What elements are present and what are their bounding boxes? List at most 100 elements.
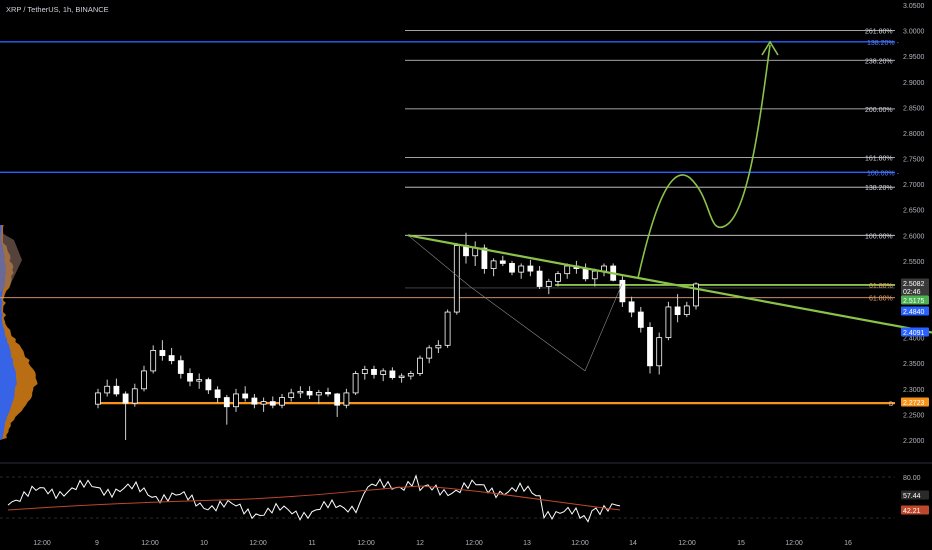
candle-body (510, 263, 515, 272)
candle-body (353, 373, 358, 392)
candle-body (427, 348, 432, 358)
price-tick-label: 2.9500 (903, 54, 925, 61)
candle-body (197, 380, 202, 382)
candles (96, 233, 699, 440)
time-tick-label: 12 (416, 540, 424, 547)
candle-body (344, 393, 349, 405)
price-tick-label: 3.0500 (903, 3, 925, 10)
price-tick-label: 2.6500 (903, 208, 925, 215)
price-tick-label: 2.2500 (903, 412, 925, 419)
time-tick-label: 10 (200, 540, 208, 547)
orange-fib-label: 61.80% (869, 296, 893, 303)
candle-body (556, 274, 561, 282)
candle-body (132, 389, 137, 403)
candle-body (243, 394, 248, 398)
time-tick-label: 14 (629, 540, 637, 547)
price-tick-label: 2.5500 (903, 259, 925, 266)
time-tick-label: 12:00 (357, 540, 375, 547)
candle-body (261, 402, 266, 405)
price-tick-label: 2.8000 (903, 131, 925, 138)
candle-body (537, 271, 542, 286)
time-tick-label: 9 (95, 540, 99, 547)
candle-body (500, 261, 505, 264)
candle-body (252, 398, 257, 404)
candle-body (151, 350, 156, 370)
candle-body (123, 394, 128, 403)
candle-body (684, 306, 689, 315)
candle-body (298, 391, 303, 393)
candle-body (142, 371, 147, 389)
candle-body (592, 271, 597, 279)
candle-body (528, 266, 533, 271)
candle-body (105, 386, 110, 393)
rsi-line (8, 476, 620, 522)
rsi-badge-text: 42.21 (903, 508, 921, 515)
candle-body (188, 373, 193, 381)
time-tick-label: 12:00 (678, 540, 696, 547)
candle-body (326, 392, 331, 394)
candle-body (316, 392, 321, 395)
green-fib-label: 61.80% (869, 283, 893, 290)
candle-body (583, 269, 588, 279)
price-tick-label: 2.3500 (903, 361, 925, 368)
price-badge-text: 2.5175 (903, 298, 925, 305)
time-tick-label: 15 (737, 540, 745, 547)
candle-body (270, 402, 275, 406)
candle-body (454, 246, 459, 313)
price-tick-label: 2.7500 (903, 157, 925, 164)
candle-body (620, 280, 625, 301)
time-tick-label: 12:00 (141, 540, 159, 547)
candle-body (96, 393, 101, 404)
time-tick-label: 12:00 (785, 540, 803, 547)
time-tick-label: 12:00 (249, 540, 267, 547)
candle-body (215, 390, 220, 398)
price-badge-text: 2.4840 (903, 309, 925, 316)
volume-profile (0, 225, 38, 440)
blue-level-label: 138.20% - (867, 40, 900, 47)
fib-level-label: 238.20% (865, 58, 893, 65)
time-tick-label: 12:00 (571, 540, 589, 547)
fib-level-label: 261.80% (865, 29, 893, 36)
candle-body (491, 261, 496, 269)
candle-body (482, 248, 487, 268)
candle-body (418, 358, 423, 373)
candle-body (372, 369, 377, 374)
candle-body (362, 369, 367, 373)
candle-body (648, 327, 653, 365)
candle-body (381, 371, 386, 375)
price-tick-label: 3.0000 (903, 29, 925, 36)
price-tick-label: 2.2000 (903, 438, 925, 445)
candle-body (694, 284, 699, 306)
candle-body (234, 394, 239, 407)
fib-level-label: 161.80% (865, 156, 893, 163)
price-tick-label: 2.6000 (903, 233, 925, 240)
candle-body (565, 266, 570, 274)
candle-body (307, 391, 312, 395)
candle-body (224, 398, 229, 407)
support-level-tag: D (889, 402, 894, 408)
candle-body (519, 266, 524, 272)
candle-body (178, 361, 183, 374)
candle-body (445, 312, 450, 345)
fib-level-label: 100.00% (865, 233, 893, 240)
time-tick-label: 12:00 (465, 540, 483, 547)
candle-body (114, 386, 119, 394)
candle-body (638, 312, 643, 327)
candle-body (335, 394, 340, 405)
price-badge-text: 2.4091 (903, 330, 925, 337)
candle-body (390, 371, 395, 378)
time-tick-label: 11 (308, 540, 315, 547)
price-tick-label: 2.7000 (903, 182, 925, 189)
fib-level-label: 138.20% (865, 185, 893, 192)
candle-body (436, 345, 441, 348)
candle-body (280, 398, 285, 406)
rsi-ma-line (8, 486, 620, 510)
time-tick-label: 12:00 (33, 540, 51, 547)
price-tick-label: 2.3000 (903, 387, 925, 394)
candle-body (408, 373, 413, 376)
price-badge-text: 02:46 (903, 289, 921, 296)
candle-body (473, 248, 478, 256)
candle-body (675, 307, 680, 315)
projection-arrow-path (638, 45, 770, 278)
